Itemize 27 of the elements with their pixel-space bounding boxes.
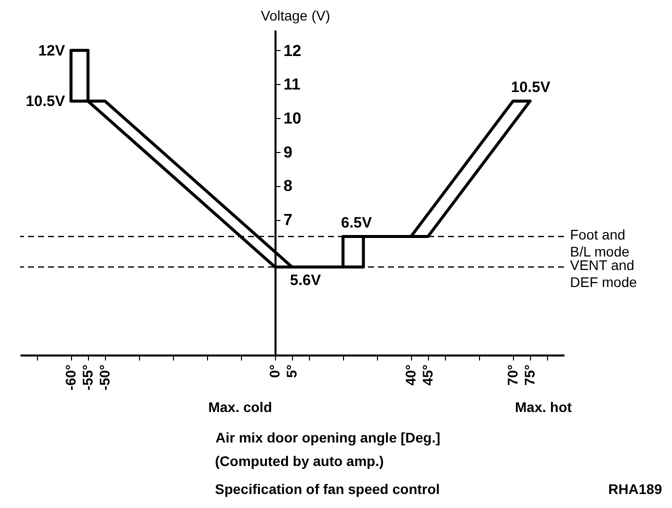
annotation: 12V (38, 42, 65, 60)
x-axis-title: Air mix door opening angle [Deg.] (216, 430, 440, 446)
x-tick-label: 0° (266, 364, 282, 378)
x-tick-label: 75° (522, 364, 538, 386)
y-tick-label: 8 (284, 178, 292, 196)
text: Max. cold (208, 399, 272, 415)
annotation: 5.6V (290, 272, 321, 289)
y-tick-label: 11 (284, 76, 301, 94)
annotation: 10.5V (26, 93, 65, 110)
x-tick-label: -50° (96, 364, 112, 390)
x-tick-label: 45° (420, 364, 436, 386)
y-tick-label: 10 (284, 110, 302, 128)
annotation: 10.5V (511, 79, 550, 96)
y-tick-label: 12 (284, 42, 302, 60)
text: RHA189 (608, 481, 662, 497)
x-tick-label: 70° (504, 364, 520, 386)
x-tick-label: -60° (62, 364, 78, 390)
y-tick-label: 9 (284, 144, 292, 162)
text: (Computed by auto amp.) (215, 453, 384, 469)
text: Specification of fan speed control (215, 481, 440, 497)
y-axis-title: Voltage (V) (260, 8, 330, 24)
y-tick-label: 7 (284, 212, 292, 230)
annotation: 6.5V (341, 214, 372, 232)
x-tick-label: -55° (80, 364, 96, 390)
x-tick-label: 5° (284, 364, 300, 378)
text: Max. hot (515, 399, 572, 415)
x-tick-label: 40° (402, 364, 418, 386)
